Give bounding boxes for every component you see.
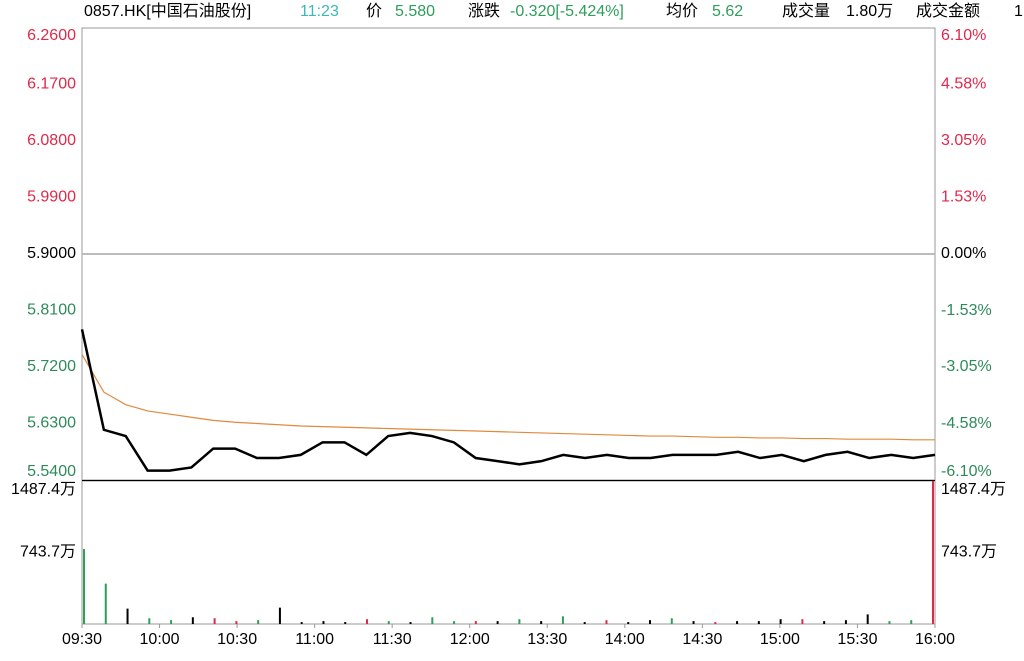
volume-tick-label: 743.7万	[20, 544, 76, 561]
y-tick-label: 5.7200	[27, 358, 76, 375]
x-tick-label: 12:00	[450, 631, 490, 648]
volume-bar	[757, 621, 760, 624]
y2-tick-label: -1.53%	[941, 302, 992, 319]
volume-bar	[300, 622, 303, 624]
volume-bar	[191, 617, 194, 624]
volume-tick-label: 1487.4万	[941, 481, 1006, 498]
volume-bar	[801, 619, 804, 624]
y2-tick-label: -4.58%	[941, 415, 992, 432]
x-tick-label: 15:30	[837, 631, 877, 648]
volume-bar	[844, 620, 847, 624]
price-line	[80, 329, 936, 472]
volume-bar	[148, 618, 151, 624]
volume-bar	[213, 618, 216, 624]
label: 均价	[666, 2, 698, 20]
x-tick-label: 09:30	[62, 631, 102, 648]
volume-bar	[322, 621, 325, 624]
symbol: 0857.HK[中国石油股份]	[84, 2, 251, 20]
volume-bar	[235, 621, 238, 624]
volume-bar	[932, 481, 934, 624]
volume-tick-label: 743.7万	[941, 544, 997, 561]
volume-bar	[605, 620, 608, 624]
y2-tick-label: 0.00%	[941, 245, 986, 262]
volume-bar	[866, 614, 869, 624]
volume-bar	[474, 621, 477, 624]
volume-bar	[627, 622, 630, 624]
y-tick-label: 5.5400	[27, 463, 76, 480]
y2-tick-label: 6.10%	[941, 27, 986, 44]
y2-tick-label: 4.58%	[941, 76, 986, 93]
volume-bar	[561, 616, 564, 624]
x-tick-label: 16:00	[915, 631, 955, 648]
y-tick-label: 5.8100	[27, 302, 76, 319]
label: 涨跌	[468, 2, 500, 20]
volume-bar	[453, 621, 456, 624]
y2-tick-label: 1.53%	[941, 189, 986, 206]
price-line	[81, 354, 935, 441]
time: 11:23	[300, 3, 339, 20]
x-tick-label: 13:30	[527, 631, 567, 648]
volume-bar	[496, 621, 499, 624]
x-tick-label: 14:00	[605, 631, 645, 648]
y2-tick-label: -3.05%	[941, 358, 992, 375]
volume-frame	[81, 480, 936, 625]
y-tick-label: 5.9900	[27, 189, 76, 206]
volume-bar	[257, 620, 260, 624]
volume-tick-label: 1487.4万	[11, 481, 76, 498]
volume-bar	[823, 621, 826, 624]
volume-bar	[344, 622, 347, 624]
volume-bar	[779, 619, 782, 624]
price: 5.580	[395, 3, 435, 20]
x-tick-label: 15:00	[760, 631, 800, 648]
volume-bar	[910, 620, 913, 624]
y-tick-label: 6.0800	[27, 132, 76, 149]
volume-bar	[888, 621, 891, 624]
volume-bar	[278, 607, 281, 624]
y-tick-label: 5.6300	[27, 415, 76, 432]
volume-bar	[431, 617, 434, 624]
volume-bar	[83, 549, 85, 624]
label: 成交金额	[916, 2, 980, 20]
y-tick-label: 5.9000	[27, 245, 76, 262]
volume-bar	[518, 619, 521, 624]
volume-bar	[583, 622, 586, 624]
x-tick-label: 10:00	[140, 631, 180, 648]
y2-tick-label: 3.05%	[941, 132, 986, 149]
volume-bar	[126, 608, 129, 624]
y-tick-label: 6.1700	[27, 76, 76, 93]
volume-bar	[366, 619, 368, 624]
volume-bar	[540, 621, 543, 624]
volume-bar	[649, 620, 651, 624]
volume-bar	[387, 621, 390, 624]
volume-bar	[170, 620, 173, 624]
label: 成交量	[782, 2, 830, 20]
volume-bar	[670, 618, 673, 624]
volume-bar	[714, 622, 717, 624]
y2-tick-label: -6.10%	[941, 463, 992, 480]
header: 0857.HK[中国石油股份] 11:23 价 5.580 涨跌 -0.320[…	[84, 2, 1023, 20]
volume-bar	[736, 621, 739, 624]
amount: 1	[1014, 3, 1023, 20]
x-tick-label: 11:30	[373, 631, 412, 648]
x-tick-label: 11:00	[295, 631, 334, 648]
volume-bar	[409, 622, 412, 624]
label: 价	[366, 3, 382, 20]
x-tick-label: 10:30	[217, 631, 257, 648]
volume-bar	[104, 583, 107, 624]
volume-bar	[692, 621, 695, 624]
x-tick-label: 14:30	[682, 631, 722, 648]
avg: 5.62	[712, 3, 743, 20]
change: -0.320[-5.424%]	[510, 3, 624, 20]
volume: 1.80万	[846, 3, 893, 20]
y-tick-label: 6.2600	[27, 27, 76, 44]
